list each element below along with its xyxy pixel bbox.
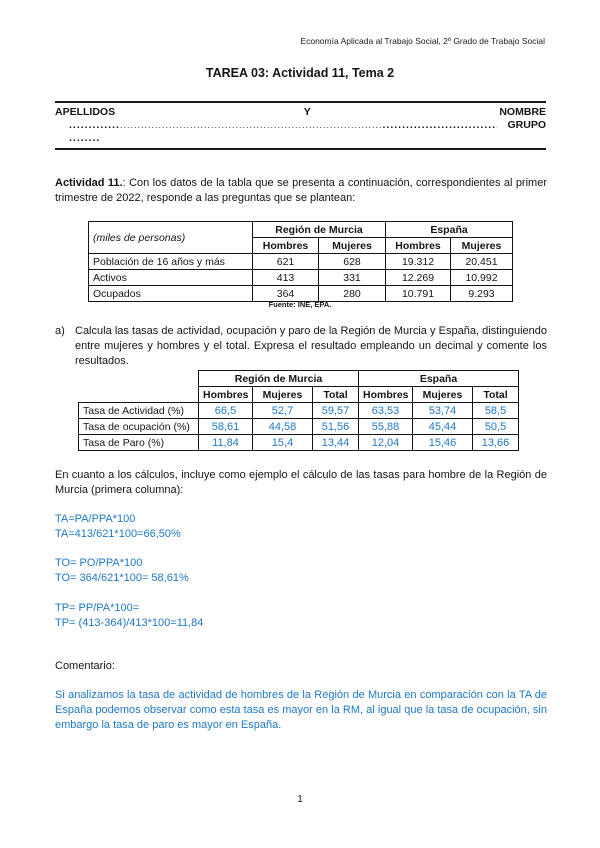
table2-row-label: Tasa de ocupación (%) — [78, 418, 199, 435]
table1-group-espana: España — [385, 221, 514, 238]
table2-cell: 45,44 — [412, 418, 473, 435]
page-title: TAREA 03: Actividad 11, Tema 2 — [205, 66, 395, 80]
table2-group-murcia: Región de Murcia — [198, 370, 359, 387]
table2-cell: 11,84 — [198, 434, 253, 451]
population-data-table: (miles de personas) Región de Murcia Esp… — [88, 221, 514, 302]
activity-intro-paragraph: Actividad 11.: Con los datos de la tabla… — [55, 176, 547, 206]
table2-subheader: Hombres — [358, 386, 413, 403]
name-box-dots-row: ........................................… — [55, 119, 546, 131]
running-header: Economía Aplicada al Trabajo Social, 2º … — [300, 36, 545, 46]
question-a-text: Calcula las tasas de actividad, ocupació… — [75, 325, 547, 367]
table2-cell: 53,74 — [412, 402, 473, 419]
table2-subheader: Mujeres — [252, 386, 313, 403]
table2-row-label: Tasa de Actividad (%) — [78, 402, 199, 419]
table2-row-label: Tasa de Paro (%) — [78, 434, 199, 451]
table2-empty-corner — [79, 371, 199, 387]
formula-line: TO= 364/621*100= 58,61% — [55, 572, 189, 585]
table2-cell: 59,57 — [312, 402, 359, 419]
formula-tp-block: TP= PP/PA*100= TP= (413-364)/413*100=11,… — [55, 601, 203, 631]
table1-subheader: Hombres — [385, 237, 452, 254]
table1-unit-label: (miles de personas) — [88, 221, 253, 254]
apellidos-label: APELLIDOS — [55, 106, 116, 118]
table-row: Ocupados 364 280 10.791 9.293 — [88, 285, 514, 302]
table2-cell: 12,04 — [358, 434, 413, 451]
formula-to-block: TO= PO/PPA*100 TO= 364/621*100= 58,61% — [55, 556, 189, 586]
table-row: Activos 413 331 12.269 10.992 — [88, 269, 514, 286]
table2-cell: 44,58 — [252, 418, 313, 435]
table1-subheader: Mujeres — [317, 237, 387, 254]
table2-cell: 51,56 — [312, 418, 359, 435]
dots-segment: ........................................… — [119, 120, 383, 130]
student-name-box: APELLIDOS Y NOMBRE .....................… — [55, 101, 546, 150]
table2-cell: 50,5 — [472, 418, 519, 435]
table1-row-label: Ocupados — [88, 285, 253, 302]
grupo-label: GRUPO — [507, 119, 546, 131]
rates-results-table: Región de Murcia España Hombres Mujeres … — [78, 370, 519, 451]
table2-cell: 58,5 — [472, 402, 519, 419]
calc-intro-paragraph: En cuanto a los cálculos, incluye como e… — [55, 469, 547, 496]
table1-subheader: Mujeres — [450, 237, 514, 254]
table2-subheader: Total — [312, 386, 359, 403]
table-row: Tasa de Actividad (%) 66,5 52,7 59,57 63… — [78, 402, 519, 419]
activity-number: Actividad 11. — [55, 177, 123, 189]
table2-cell: 66,5 — [198, 402, 253, 419]
table2-cell: 13,44 — [312, 434, 359, 451]
table2-subheader: Mujeres — [412, 386, 473, 403]
table2-cell: 15,46 — [412, 434, 473, 451]
fill-in-dots: ........................................… — [69, 119, 497, 131]
table2-subheader: Hombres — [198, 386, 253, 403]
dots-segment: ............. — [69, 119, 120, 131]
question-a-marker: a) — [55, 325, 65, 337]
table2-cell: 55,88 — [358, 418, 413, 435]
comment-label: Comentario: — [55, 660, 115, 672]
name-box-labels-row: APELLIDOS Y NOMBRE — [55, 106, 546, 118]
y-label: Y — [303, 106, 311, 118]
table1-subheader: Hombres — [252, 237, 319, 254]
formula-ta-block: TA=PA/PPA*100 TA=413/621*100=66,50% — [55, 512, 181, 542]
page-number: 1 — [297, 794, 303, 805]
table-row: Población de 16 años y más 621 628 19.31… — [88, 253, 514, 270]
table-row: Tasa de ocupación (%) 58,61 44,58 51,56 … — [78, 418, 519, 435]
formula-line: TP= PP/PA*100= — [55, 602, 140, 614]
table1-cell: 331 — [317, 269, 387, 286]
table1-cell: 413 — [252, 269, 319, 286]
table1-row-label: Población de 16 años y más — [88, 253, 253, 270]
table1-cell: 10.992 — [450, 269, 514, 286]
table1-cell: 10.791 — [385, 285, 452, 302]
formula-line: TA=PA/PPA*100 — [55, 513, 136, 525]
table2-subheader: Total — [472, 386, 519, 403]
table2-cell: 15,4 — [252, 434, 313, 451]
table2-group-espana: España — [358, 370, 519, 387]
formula-line: TA=413/621*100=66,50% — [55, 528, 181, 541]
formula-line: TO= PO/PPA*100 — [55, 557, 143, 569]
table-row: Tasa de Paro (%) 11,84 15,4 13,44 12,04 … — [78, 434, 519, 451]
table2-empty-corner — [79, 387, 199, 403]
nombre-label: NOMBRE — [499, 106, 546, 118]
comment-paragraph: Si analizamos la tasa de actividad de ho… — [55, 689, 547, 731]
formula-line: TP= (413-364)/413*100=11,84 — [55, 617, 204, 630]
dots-segment: ................................... — [382, 119, 497, 131]
table1-cell: 19.312 — [385, 253, 452, 270]
table1-cell: 628 — [317, 253, 387, 270]
table1-cell: 12.269 — [385, 269, 452, 286]
activity-intro-text: : Con los datos de la tabla que se prese… — [55, 177, 547, 204]
table1-group-murcia: Región de Murcia — [251, 221, 387, 238]
table2-cell: 13,66 — [472, 434, 519, 451]
grupo-dots-row: ........ — [69, 132, 101, 144]
table1-cell: 20.451 — [450, 253, 514, 270]
table1-cell: 280 — [317, 285, 387, 302]
table1-source-note: Fuente: INE, EPA. — [268, 300, 332, 309]
table1-row-label: Activos — [88, 269, 253, 286]
table1-cell: 9.293 — [450, 285, 514, 302]
table2-cell: 58,61 — [198, 418, 253, 435]
table2-cell: 52,7 — [252, 402, 313, 419]
table2-cell: 63,53 — [358, 402, 413, 419]
table1-cell: 621 — [252, 253, 319, 270]
question-a: a) Calcula las tasas de actividad, ocupa… — [55, 324, 547, 369]
